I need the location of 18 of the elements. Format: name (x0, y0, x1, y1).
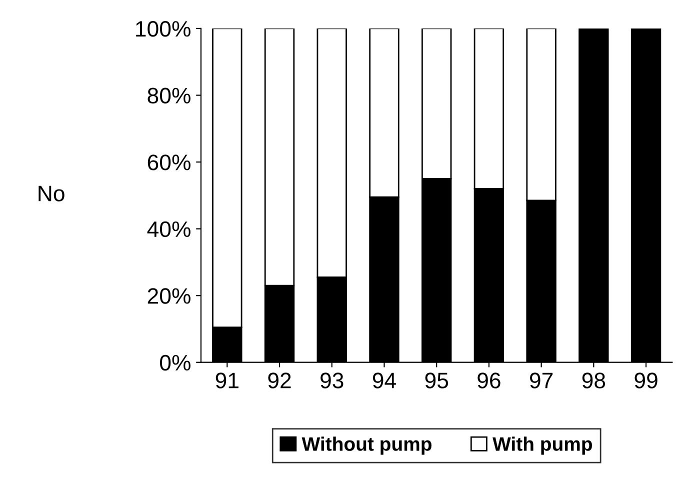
x-tick-label: 98 (582, 372, 606, 388)
y-tick-label: 60% (148, 154, 190, 170)
x-tick-label: 95 (425, 372, 448, 388)
x-tick-label: 94 (372, 372, 396, 388)
legend-label: With pump (492, 436, 592, 455)
y-tick-label: 100% (136, 21, 190, 37)
y-tick-label: 0% (160, 354, 190, 371)
x-tick-label: 97 (530, 372, 553, 388)
x-tick-label: 99 (634, 372, 658, 388)
legend-label: Without pump (302, 436, 432, 455)
x-tick-label: 92 (268, 372, 291, 388)
y-tick-label: 40% (147, 221, 190, 238)
y-tick-label: 20% (148, 288, 190, 304)
x-tick-label: 93 (320, 372, 344, 388)
y-axis-title: No (38, 186, 64, 202)
y-tick-label: 80% (148, 88, 190, 104)
x-tick-label: 96 (478, 372, 500, 388)
x-tick-label: 91 (216, 372, 238, 388)
